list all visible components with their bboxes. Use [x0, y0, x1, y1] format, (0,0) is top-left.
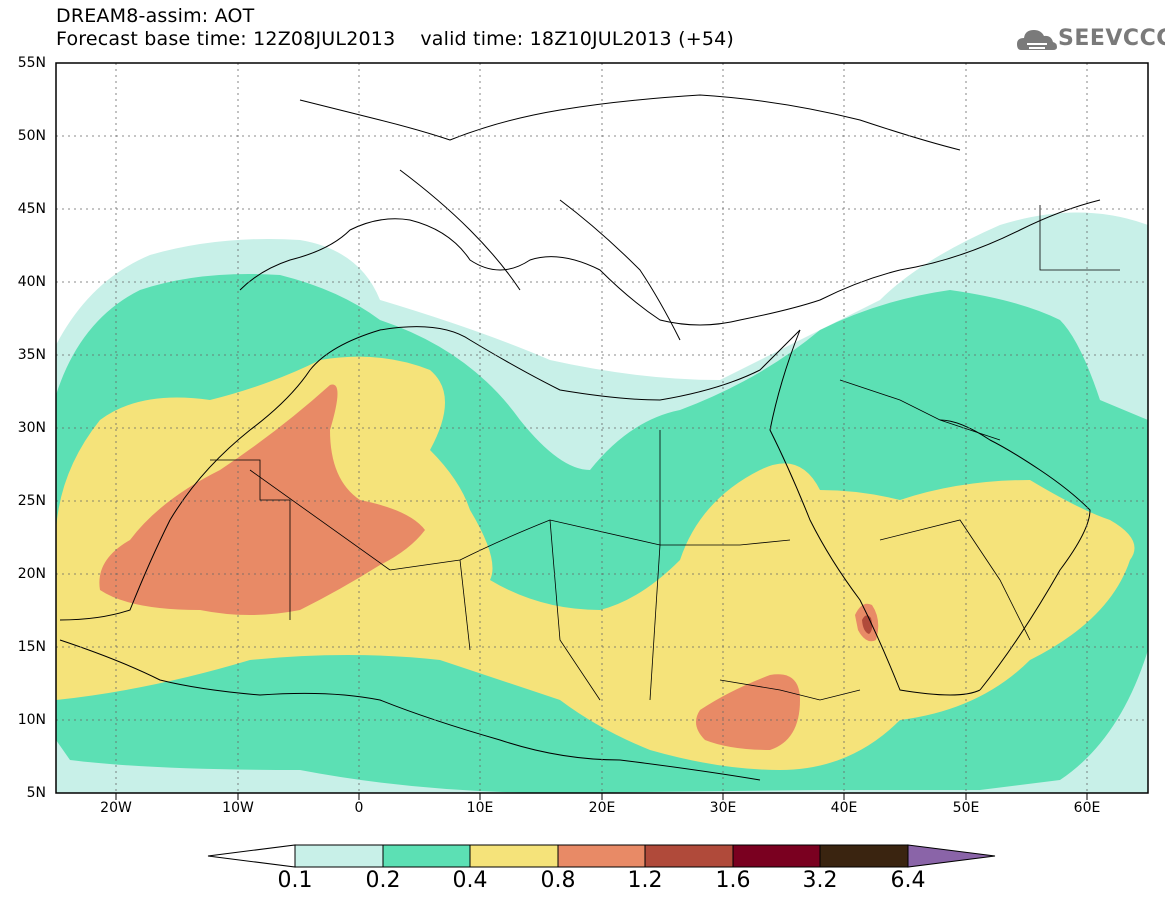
country-borders [210, 205, 1120, 701]
colorbar-label: 0.8 [540, 868, 576, 893]
lat-label: 15N [17, 639, 46, 655]
colorbar-swatch-0.1 [294, 844, 384, 868]
lon-label: 40E [830, 800, 858, 816]
lat-label: 35N [17, 347, 46, 363]
lon-label: 0 [354, 800, 364, 816]
lat-label: 5N [26, 785, 46, 801]
map-subtitle: Forecast base time: 12Z08JUL2013 valid t… [56, 28, 735, 50]
colorbar-swatch-0.8 [557, 844, 646, 868]
aot-contour-0.8-east [696, 674, 800, 750]
lon-label: 10W [222, 800, 254, 816]
colorbar-label: 0.2 [365, 868, 401, 893]
colorbar-label: 6.4 [890, 868, 926, 893]
lat-label: 30N [17, 420, 46, 436]
colorbar-label: 1.2 [627, 868, 663, 893]
axis-ticks [115, 793, 1088, 800]
lat-label: 40N [17, 274, 46, 290]
lon-label: 20E [588, 800, 616, 816]
lon-label: 20W [100, 800, 132, 816]
colorbar [207, 844, 996, 868]
colorbar-swatch-1.2 [644, 844, 734, 868]
lat-label: 10N [17, 712, 46, 728]
colorbar-high-arrow [907, 844, 996, 868]
colorbar-swatch-3.2 [819, 844, 909, 868]
colorbar-low-arrow [207, 844, 296, 868]
lon-label: 10E [466, 800, 494, 816]
logo-text: SEEVCCC [1058, 26, 1165, 51]
colorbar-label: 0.4 [452, 868, 488, 893]
lon-label: 50E [952, 800, 980, 816]
colorbar-swatch-1.6 [732, 844, 821, 868]
lat-label: 50N [17, 128, 46, 144]
map-title: DREAM8-assim: AOT [56, 5, 255, 27]
colorbar-swatch-0.4 [469, 844, 559, 868]
cloud-logo-icon [1017, 30, 1057, 50]
colorbar-label: 0.1 [277, 868, 313, 893]
lat-label: 55N [17, 55, 46, 71]
lon-label: 30E [709, 800, 737, 816]
graticule [56, 63, 1148, 793]
colorbar-label: 1.6 [715, 868, 751, 893]
coastlines [59, 94, 1101, 781]
colorbar-label: 3.2 [802, 868, 838, 893]
lat-label: 45N [17, 201, 46, 217]
lat-label: 25N [17, 493, 46, 509]
lat-label: 20N [17, 566, 46, 582]
colorbar-swatch-0.2 [382, 844, 471, 868]
lon-label: 60E [1073, 800, 1101, 816]
